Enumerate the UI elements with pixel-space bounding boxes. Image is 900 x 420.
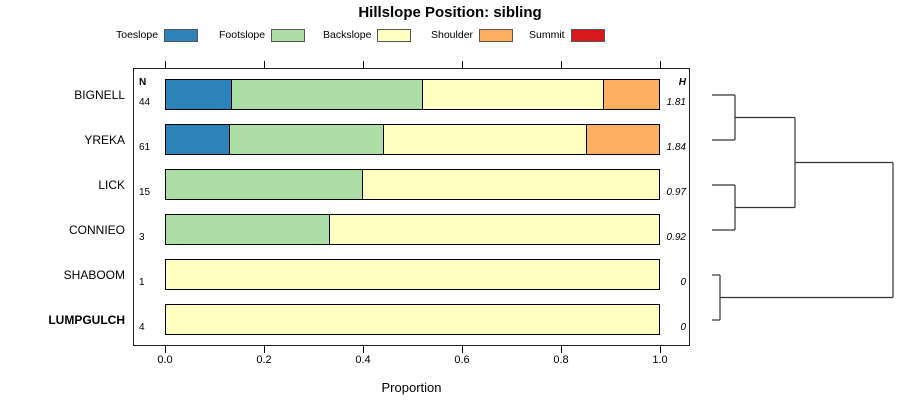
bar-segment-toeslope <box>165 79 232 110</box>
x-tick-label: 0.4 <box>355 354 371 366</box>
h-value-yreka: 1.84 <box>666 142 686 153</box>
row-label-bignell: BIGNELL <box>74 88 125 102</box>
legend-item-toeslope: Toeslope <box>116 27 199 43</box>
bar-row-bignell <box>165 79 660 110</box>
bar-row-lumpgulch <box>165 304 660 335</box>
x-tick-bottom <box>561 346 562 353</box>
bar-segment-backslope <box>165 259 660 290</box>
bar-row-connieo <box>165 214 660 245</box>
x-axis-label: Proportion <box>381 380 442 395</box>
row-label-connieo: CONNIEO <box>68 223 125 237</box>
h-value-shaboom: 0 <box>680 277 686 288</box>
bar-row-yreka <box>165 124 660 155</box>
bar-segment-toeslope <box>165 124 230 155</box>
x-tick-top <box>561 61 562 68</box>
x-tick-top <box>462 61 463 68</box>
h-value-lumpgulch: 0 <box>680 322 686 333</box>
bar-segment-footslope <box>165 169 363 200</box>
n-column-header: N <box>139 77 147 88</box>
legend-swatch-shoulder <box>479 28 514 42</box>
legend-item-backslope: Backslope <box>323 27 412 43</box>
bar-segment-shoulder <box>586 124 660 155</box>
bar-segment-backslope <box>383 124 587 155</box>
bar-segment-footslope <box>231 79 423 110</box>
x-tick-bottom <box>462 346 463 353</box>
legend-label: Toeslope <box>116 29 159 41</box>
x-tick-top <box>363 61 364 68</box>
bar-segment-footslope <box>165 214 330 245</box>
bar-row-shaboom <box>165 259 660 290</box>
legend-label: Shoulder <box>431 29 474 41</box>
x-tick-top <box>165 61 166 68</box>
row-label-lumpgulch: LUMPGULCH <box>48 313 125 327</box>
legend-swatch-backslope <box>377 28 412 42</box>
h-value-bignell: 1.81 <box>666 97 686 108</box>
row-label-yreka: YREKA <box>84 133 125 147</box>
x-tick-bottom <box>264 346 265 353</box>
n-value-lick: 15 <box>139 187 151 198</box>
bar-segment-backslope <box>329 214 660 245</box>
h-value-connieo: 0.92 <box>666 232 686 243</box>
chart-title: Hillslope Position: sibling <box>358 4 542 21</box>
n-value-yreka: 61 <box>139 142 151 153</box>
legend-label: Summit <box>529 29 565 41</box>
bar-segment-backslope <box>362 169 660 200</box>
bar-segment-backslope <box>165 304 660 335</box>
n-value-bignell: 44 <box>139 97 151 108</box>
h-column-header: H <box>678 77 686 88</box>
legend-swatch-footslope <box>271 28 306 42</box>
x-tick-bottom <box>660 346 661 353</box>
x-tick-label: 0.0 <box>157 354 173 366</box>
x-tick-top <box>264 61 265 68</box>
n-value-lumpgulch: 4 <box>139 322 145 333</box>
bar-segment-shoulder <box>603 79 660 110</box>
plot-box <box>133 68 690 346</box>
bar-row-lick <box>165 169 660 200</box>
legend-label: Footslope <box>219 29 266 41</box>
legend-item-summit: Summit <box>529 27 605 43</box>
row-label-shaboom: SHABOOM <box>63 268 125 282</box>
x-tick-label: 1.0 <box>652 354 668 366</box>
legend-item-shoulder: Shoulder <box>431 27 514 43</box>
bar-segment-footslope <box>229 124 384 155</box>
row-label-lick: LICK <box>98 178 125 192</box>
bar-segment-backslope <box>422 79 604 110</box>
n-value-connieo: 3 <box>139 232 145 243</box>
legend-item-footslope: Footslope <box>219 27 306 43</box>
x-tick-top <box>660 61 661 68</box>
legend-swatch-toeslope <box>164 28 199 42</box>
x-tick-bottom <box>165 346 166 353</box>
h-value-lick: 0.97 <box>666 187 686 198</box>
x-tick-label: 0.6 <box>454 354 470 366</box>
legend-label: Backslope <box>323 29 372 41</box>
n-value-shaboom: 1 <box>139 277 145 288</box>
x-tick-label: 0.2 <box>256 354 272 366</box>
x-tick-bottom <box>363 346 364 353</box>
x-tick-label: 0.8 <box>553 354 569 366</box>
legend-swatch-summit <box>570 28 605 42</box>
